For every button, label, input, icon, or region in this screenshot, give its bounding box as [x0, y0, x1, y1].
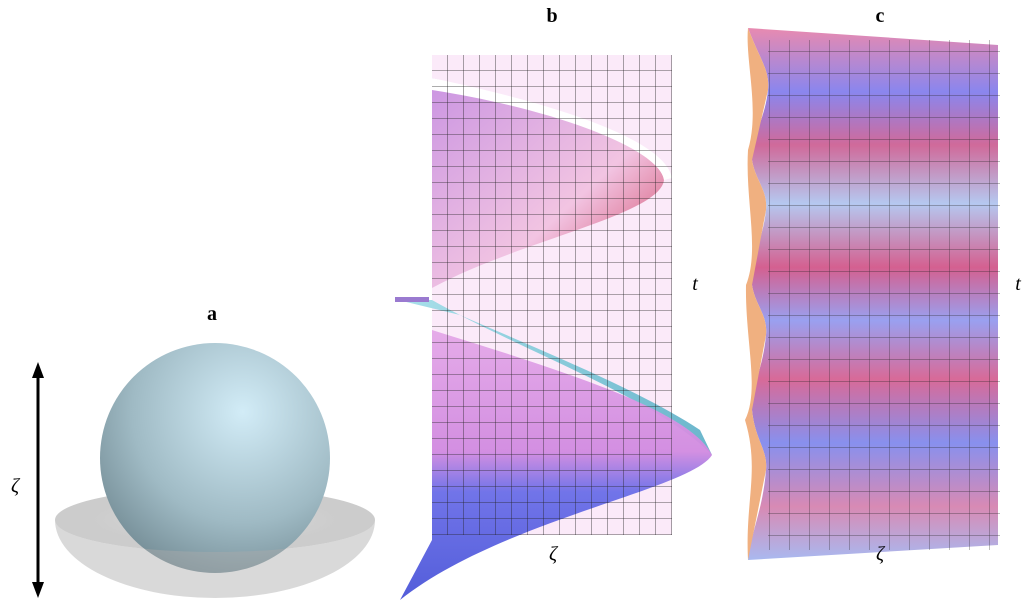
grid [768, 40, 1000, 550]
axis-label: ζ [11, 475, 21, 497]
strip [395, 297, 429, 302]
edge-bulges [745, 28, 769, 560]
x-axis-label: ζ [876, 543, 886, 565]
y-axis-label: t [1015, 273, 1021, 295]
x-axis-label: ζ [549, 543, 559, 565]
sphere [100, 343, 330, 573]
y-axis-label: t [692, 273, 698, 295]
grid [432, 55, 672, 535]
panel-label: a [207, 303, 217, 325]
ring-front [55, 520, 375, 598]
panel-a: a ζ [11, 303, 375, 598]
panel-label: c [876, 5, 885, 27]
panel-c: c t ζ [745, 5, 1021, 565]
panel-b: b t ζ [395, 5, 712, 600]
panel-label: b [546, 5, 557, 27]
